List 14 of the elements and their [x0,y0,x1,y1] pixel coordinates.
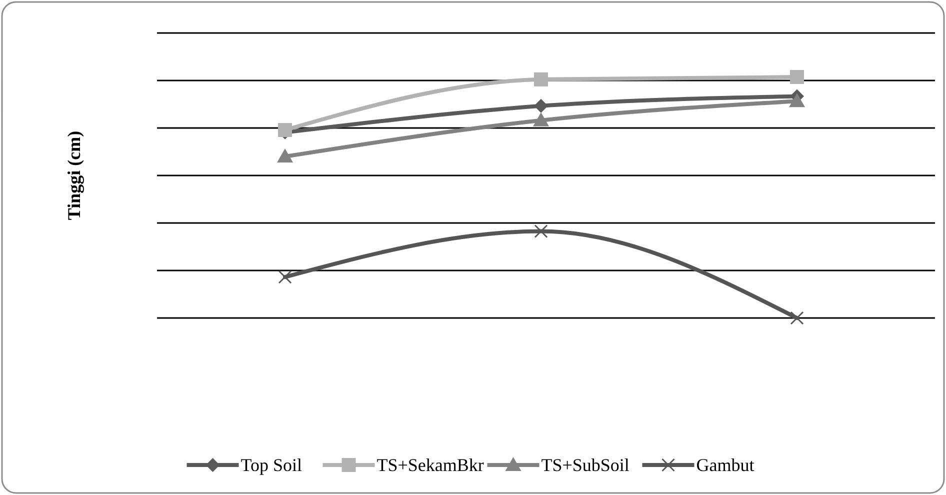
legend-label: TS+SubSoil [541,455,630,475]
point [789,93,805,108]
point [790,70,804,84]
legend-label: Top Soil [240,455,302,475]
point [534,224,548,238]
point [534,72,548,86]
y-axis-title: Tinggi (cm) [64,130,84,220]
point [277,148,293,163]
point [534,98,548,113]
point [278,270,292,284]
point [533,112,549,126]
legend-label: Gambut [696,455,754,475]
point [790,311,804,325]
legend-label: TS+SekamBkr [376,455,484,475]
